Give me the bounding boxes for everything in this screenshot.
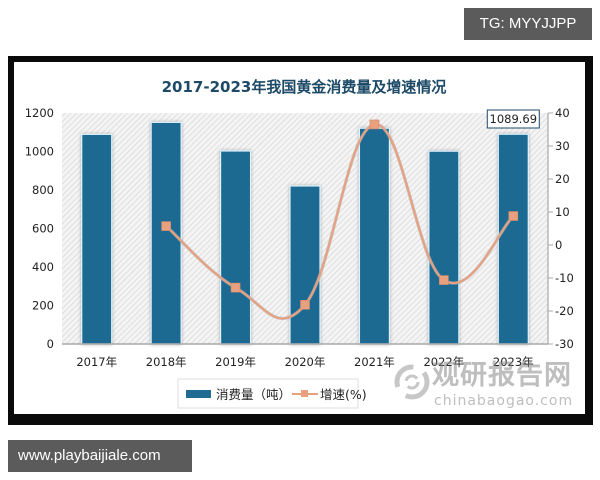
value-annotation: 1089.69: [486, 109, 540, 129]
svg-text:200: 200: [32, 299, 54, 313]
svg-text:10: 10: [555, 205, 570, 219]
svg-text:-20: -20: [555, 304, 574, 318]
left-axis: 0 200 400 600 800 1000 1200: [25, 106, 548, 351]
chart-panel: 2017-2023年我国黄金消费量及增速情况 0 200 400 600 800 1000…: [14, 62, 585, 414]
svg-text:1089.69: 1089.69: [490, 112, 538, 126]
right-axis: -30 -20 -10 0 10 20 30 40: [547, 106, 574, 351]
combo-chart: 2017-2023年我国黄金消费量及增速情况 02004006008001000…: [25, 78, 574, 409]
x-axis: 2017年 2018年 2019年 2020年 2021年 2022年 2023年: [76, 355, 533, 369]
website-badge: www.playbaijiale.com: [8, 440, 192, 472]
growth-marker: [439, 275, 449, 285]
bar-2021年: [358, 127, 391, 345]
bar-2023年: [497, 133, 529, 345]
legend-line-swatch: [292, 390, 318, 397]
legend-bar-swatch: [186, 390, 211, 398]
svg-text:2023年: 2023年: [493, 355, 534, 369]
svg-text:2017年: 2017年: [76, 355, 117, 369]
watermark-cn: 观研报告网: [432, 360, 572, 391]
svg-text:2018年: 2018年: [146, 355, 187, 369]
legend-line-label: 增速(%): [320, 387, 367, 402]
chart-title: 2017-2023年我国黄金消费量及增速情况: [162, 78, 447, 96]
chart-frame: 2017-2023年我国黄金消费量及增速情况 0 200 400 600 800 1000…: [8, 56, 593, 425]
legend-bar-label: 消费量（吨）: [216, 387, 291, 402]
plot-area: [62, 113, 548, 345]
legend: 消费量（吨） 增速(%): [177, 378, 367, 409]
growth-marker: [230, 282, 241, 293]
bar-2018年: [150, 121, 182, 345]
bar-2017年: [81, 133, 113, 345]
telegram-badge: TG: MYYJJPP: [464, 8, 592, 40]
svg-text:2021年: 2021年: [354, 355, 395, 369]
growth-line-series: [161, 119, 519, 320]
growth-marker: [161, 221, 171, 231]
bar-2020年: [289, 185, 321, 345]
svg-text:600: 600: [32, 222, 54, 236]
svg-text:1200: 1200: [25, 106, 54, 120]
growth-marker: [369, 119, 380, 130]
watermark: 观研报告网 chinabaogao.com: [394, 360, 573, 409]
svg-text:30: 30: [555, 139, 570, 153]
svg-text:0: 0: [555, 238, 562, 252]
growth-marker: [508, 211, 519, 221]
svg-text:400: 400: [32, 260, 54, 274]
bar-2019年: [219, 150, 252, 345]
bar-2022年: [428, 150, 460, 345]
svg-text:-10: -10: [555, 271, 574, 285]
growth-marker: [300, 300, 310, 310]
svg-text:0: 0: [47, 337, 54, 351]
svg-text:1000: 1000: [25, 145, 54, 159]
watermark-en: chinabaogao.com: [434, 393, 573, 409]
svg-text:2019年: 2019年: [215, 355, 256, 369]
swirl-logo-icon: [394, 364, 430, 400]
svg-text:-30: -30: [555, 337, 574, 351]
svg-text:2020年: 2020年: [285, 355, 326, 369]
svg-text:40: 40: [555, 106, 570, 120]
svg-text:800: 800: [32, 183, 54, 197]
svg-text:2022年: 2022年: [423, 355, 464, 369]
svg-text:20: 20: [555, 172, 570, 186]
